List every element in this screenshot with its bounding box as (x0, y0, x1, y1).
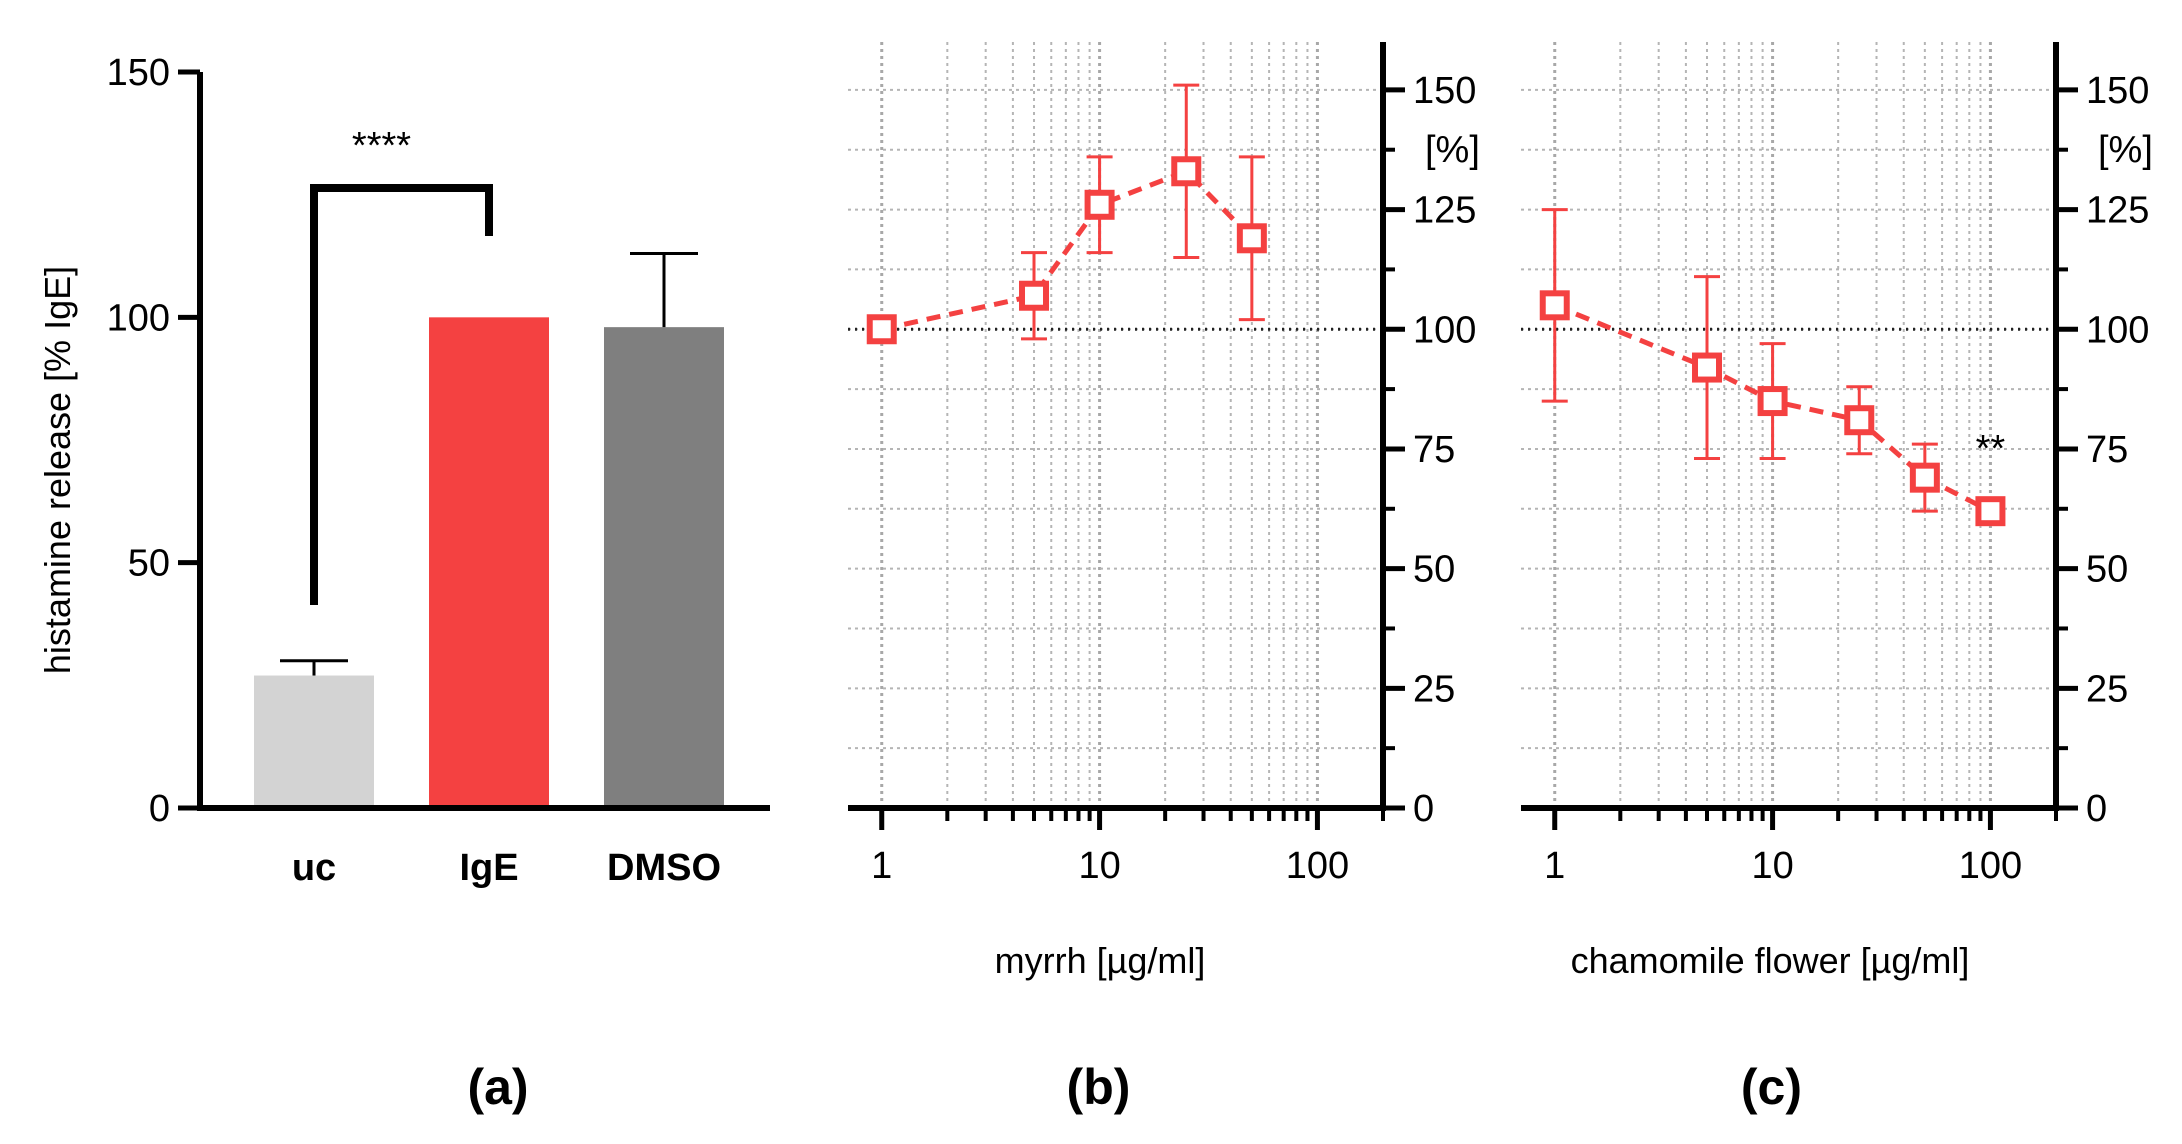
panel-b-myrrh-chart: 1 10 100 myrrh [µg/ml] 0 25 50 75 100 125 150 [%] (b… (848, 42, 1480, 1115)
series-line (881, 168, 1254, 332)
bar-uc (254, 675, 374, 808)
data-point (1539, 290, 1570, 321)
data-point (1084, 189, 1115, 220)
x-tick-label: 100 (1959, 845, 2022, 887)
y-tick-label: 75 (1413, 429, 1455, 471)
bar-dmso (604, 327, 724, 808)
significance-label: ** (1976, 428, 2006, 470)
data-point (1171, 156, 1202, 187)
y-tick-label: 150 (107, 52, 170, 94)
y-tick-label: 50 (1413, 549, 1455, 591)
data-point (1844, 405, 1875, 436)
significance-label: **** (352, 125, 411, 167)
data-point (1757, 386, 1788, 417)
y-tick-label: 100 (107, 297, 170, 339)
y-tick-label: 150 (1413, 70, 1476, 112)
y-tick-label: 25 (1413, 668, 1455, 710)
y-tick-label: 150 (2086, 70, 2149, 112)
bar-ige (429, 317, 549, 808)
x-tick-label: 1 (871, 845, 892, 887)
y-tick-label: 0 (149, 788, 170, 830)
panel-c-chamomile-chart: 1 10 100 chamomile flower [µg/ml] 0 25 50 75 100… (1521, 42, 2153, 1115)
data-point (1909, 462, 1940, 493)
y-axis-unit: [%] (1425, 129, 1480, 171)
data-point (1975, 496, 2006, 527)
y-tick-label: 0 (1413, 788, 1434, 830)
x-tick-label: 10 (1078, 845, 1120, 887)
y-tick-label: 100 (1413, 309, 1476, 351)
x-tick-label: 10 (1751, 845, 1793, 887)
y-tick-label: 125 (1413, 190, 1476, 232)
panel-label-c: (c) (1741, 1059, 1802, 1115)
data-point (1236, 223, 1267, 254)
x-tick-label-uc: uc (292, 847, 336, 889)
y-tick-label: 125 (2086, 190, 2149, 232)
panel-label-b: (b) (1067, 1059, 1131, 1115)
y-axis-unit: [%] (2098, 129, 2153, 171)
x-axis-label: chamomile flower [µg/ml] (1571, 940, 1970, 981)
y-tick-label: 100 (2086, 309, 2149, 351)
y-tick-label: 50 (128, 543, 170, 585)
panel-label-a: (a) (467, 1059, 528, 1115)
x-axis-label: myrrh [µg/ml] (995, 940, 1206, 981)
x-tick-label-ige: IgE (459, 847, 518, 889)
x-tick-label: 1 (1544, 845, 1565, 887)
y-tick-label: 50 (2086, 549, 2128, 591)
data-point (1019, 280, 1050, 311)
y-axis-label: histamine release [% IgE] (37, 266, 78, 674)
significance-bracket (310, 184, 493, 605)
x-tick-label: 100 (1286, 845, 1349, 887)
y-tick-label: 75 (2086, 429, 2128, 471)
y-tick-label: 0 (2086, 788, 2107, 830)
data-point (1692, 352, 1723, 383)
y-tick-label: 25 (2086, 668, 2128, 710)
panel-a-bar-chart: uc IgE DMSO 0 50 100 150 histamine release [% I… (37, 52, 770, 1115)
x-tick-label-dmso: DMSO (607, 847, 721, 889)
data-point (866, 314, 897, 345)
